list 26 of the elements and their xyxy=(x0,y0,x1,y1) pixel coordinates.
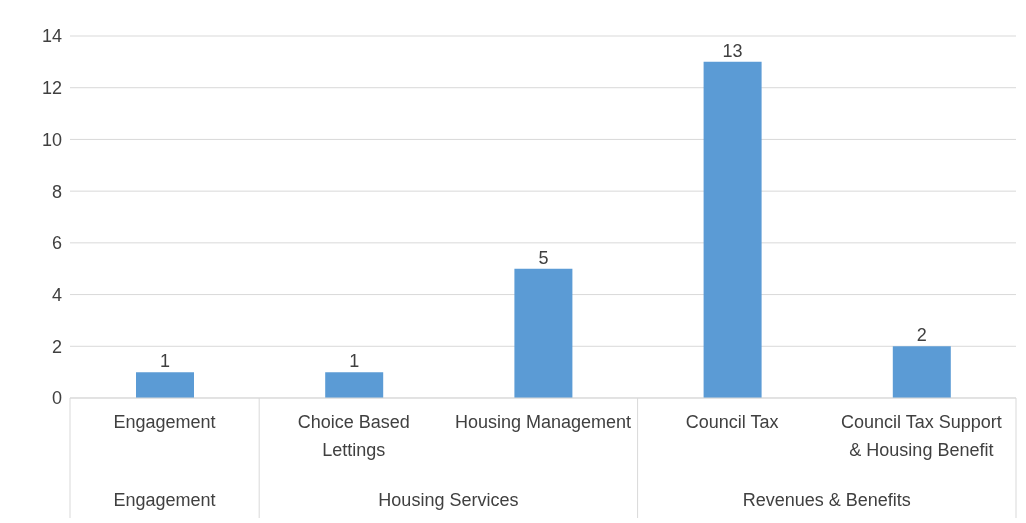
y-tick-label: 14 xyxy=(41,26,62,47)
x-tick-label: Engagement xyxy=(113,412,216,432)
text: Engagement xyxy=(113,490,216,510)
bar xyxy=(136,372,194,398)
y-tick-label: 2 xyxy=(51,336,62,357)
text: Revenues & Benefits xyxy=(742,490,911,510)
bar xyxy=(703,61,762,398)
y-tick-label: 8 xyxy=(51,181,62,202)
x-tick-label: Council Tax Support & Housing Benefit xyxy=(841,412,1002,460)
data-label: 2 xyxy=(916,325,927,346)
x-tick-label: Choice Based Lettings xyxy=(297,412,410,460)
text: Housing Services xyxy=(378,490,519,510)
y-tick-label: 6 xyxy=(51,233,62,254)
y-tick-label: 4 xyxy=(51,284,62,305)
y-tick-label: 10 xyxy=(41,129,62,150)
data-label: 1 xyxy=(349,351,360,372)
bar xyxy=(514,268,573,398)
bar xyxy=(325,372,384,398)
y-tick-label: 0 xyxy=(51,388,62,409)
y-tick-label: 12 xyxy=(41,78,62,99)
data-label: 13 xyxy=(722,40,743,61)
x-tick-label: Housing Management xyxy=(454,412,632,432)
data-label: 1 xyxy=(159,351,171,372)
bar xyxy=(892,346,951,398)
data-label: 5 xyxy=(538,247,549,268)
x-tick-label: Council Tax xyxy=(685,412,779,432)
